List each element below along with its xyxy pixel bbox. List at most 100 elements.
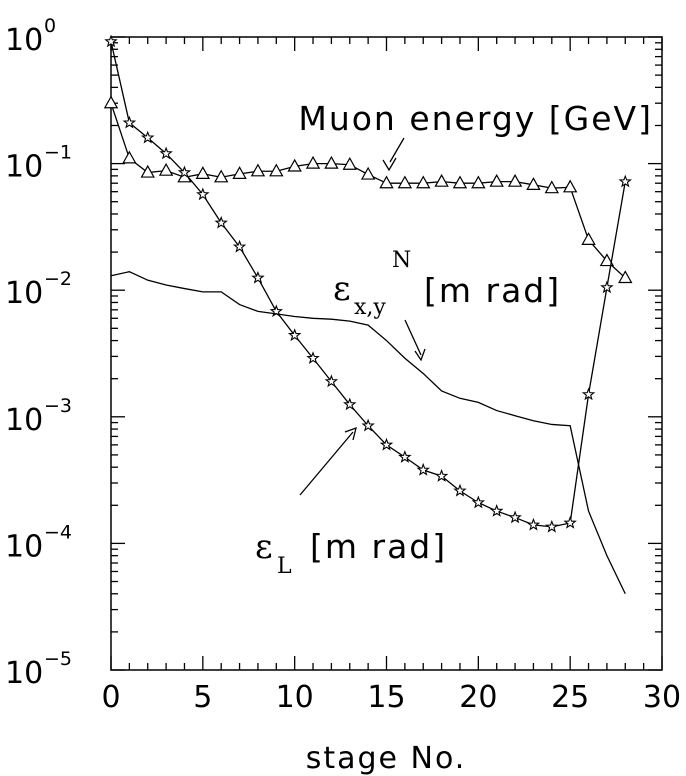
x-tick-label: 15 xyxy=(367,680,405,715)
data-point-triangle xyxy=(287,158,302,172)
data-point-star xyxy=(398,450,412,463)
data-point-star xyxy=(471,495,486,509)
data-point-triangle xyxy=(195,166,211,179)
y-tick-label-base: 10 xyxy=(5,656,43,691)
y-tick-label: 10 −1 xyxy=(5,142,72,185)
y-tick-label-exponent: −5 xyxy=(44,648,72,670)
y-tick-label: 10 −2 xyxy=(5,268,72,311)
data-point-triangle xyxy=(305,155,321,169)
data-point-star xyxy=(343,397,357,411)
data-point-star xyxy=(324,374,339,388)
data-point-star xyxy=(177,165,192,179)
series-2 xyxy=(110,271,626,595)
data-point-star xyxy=(434,469,449,482)
y-tick-label-exponent: −2 xyxy=(44,268,72,290)
data-point-triangle xyxy=(562,179,578,193)
y-tick-label-exponent: −1 xyxy=(44,142,72,164)
annotation-emittance-longitudinal-arrowhead xyxy=(344,426,357,441)
annotation-emittance-transverse: ε x,y N [m rad] xyxy=(333,248,561,320)
series-1 xyxy=(104,34,633,533)
y-tick-label: 10 0 xyxy=(5,15,56,58)
data-point-triangle xyxy=(471,175,486,189)
data-point-star xyxy=(618,174,633,188)
data-point-star xyxy=(196,187,210,201)
data-point-triangle xyxy=(342,156,357,170)
annotation-emittance-transverse-text: [m rad] xyxy=(424,271,561,310)
y-tick-label-base: 10 xyxy=(5,529,43,564)
annotation-emittance-transverse-sub: x,y xyxy=(354,295,386,320)
data-point-triangle xyxy=(397,175,413,189)
y-tick-label-exponent: −4 xyxy=(44,521,72,543)
y-tick-label-exponent: −3 xyxy=(44,395,72,417)
annotation-emittance-longitudinal-sub: L xyxy=(277,554,292,579)
data-point-star xyxy=(453,483,467,497)
x-tick-label: 10 xyxy=(276,680,314,715)
data-point-triangle xyxy=(122,150,137,164)
annotation-muon-energy: Muon energy [GeV] xyxy=(298,99,653,138)
data-point-triangle xyxy=(158,162,174,176)
data-point-star xyxy=(361,418,375,432)
data-point-star xyxy=(232,239,247,253)
data-point-triangle xyxy=(324,155,339,169)
y-tick-label-base: 10 xyxy=(5,403,43,438)
data-point-star xyxy=(214,215,228,229)
data-point-star xyxy=(526,517,541,531)
data-point-star xyxy=(545,519,559,533)
annotation-muon-arrowhead xyxy=(382,157,397,172)
y-tick-label: 10 −4 xyxy=(5,521,72,564)
data-point-star xyxy=(563,515,577,529)
data-point-triangle xyxy=(618,270,633,284)
data-point-star xyxy=(287,328,302,342)
annotation-emittance-transverse-arrow xyxy=(404,319,422,356)
data-point-triangle xyxy=(581,232,596,245)
y-tick-label-base: 10 xyxy=(5,276,43,311)
annotation-muon-arrow xyxy=(389,137,405,163)
x-tick-label: 0 xyxy=(101,680,120,715)
annotation-emittance-transverse-sup: N xyxy=(392,248,411,273)
data-point-triangle xyxy=(250,163,266,177)
annotation-emittance-longitudinal-symbol: ε xyxy=(255,527,273,567)
axis-ticks xyxy=(110,36,663,671)
x-tick-label: 5 xyxy=(193,680,212,715)
data-point-star xyxy=(508,510,522,524)
annotation-emittance-longitudinal: ε L [m rad] xyxy=(255,527,447,579)
data-point-star xyxy=(251,270,265,284)
data-point-triangle xyxy=(140,164,155,178)
data-point-triangle xyxy=(103,95,119,109)
data-point-triangle xyxy=(452,175,468,189)
data-point-triangle xyxy=(507,173,523,187)
x-axis-title: stage No. xyxy=(306,741,467,776)
data-point-triangle xyxy=(269,163,284,177)
y-tick-label: 10 −3 xyxy=(5,395,72,438)
data-point-star xyxy=(159,146,173,160)
data-point-triangle xyxy=(544,180,559,194)
data-point-triangle xyxy=(599,253,615,267)
data-point-star xyxy=(600,280,614,294)
data-point-triangle xyxy=(214,169,229,183)
data-point-triangle xyxy=(232,166,247,179)
x-tick-labels: 0 5 10 15 20 25 30 xyxy=(101,680,681,715)
y-tick-label: 10 −5 xyxy=(5,648,72,691)
data-point-triangle xyxy=(416,175,431,189)
annotation-emittance-transverse-symbol: ε xyxy=(333,269,351,309)
data-point-triangle xyxy=(489,173,504,187)
data-point-star xyxy=(122,115,137,129)
annotation-emittance-transverse-arrowhead xyxy=(414,348,426,362)
y-tick-label-base: 10 xyxy=(5,150,43,185)
data-point-triangle xyxy=(379,175,394,189)
data-point-star xyxy=(581,387,596,401)
data-point-triangle xyxy=(434,173,449,187)
data-point-triangle xyxy=(526,177,541,190)
x-tick-label: 30 xyxy=(643,680,681,715)
y-tick-label-base: 10 xyxy=(5,23,43,58)
series-0 xyxy=(103,95,633,284)
series-line xyxy=(110,271,626,595)
data-point-star xyxy=(306,351,320,364)
data-point-triangle xyxy=(360,166,376,180)
annotation-emittance-longitudinal-text: [m rad] xyxy=(310,527,447,566)
data-point-star xyxy=(104,34,118,48)
x-tick-label: 25 xyxy=(551,680,589,715)
y-tick-label-exponent: 0 xyxy=(44,15,56,37)
series-layer xyxy=(103,34,633,595)
